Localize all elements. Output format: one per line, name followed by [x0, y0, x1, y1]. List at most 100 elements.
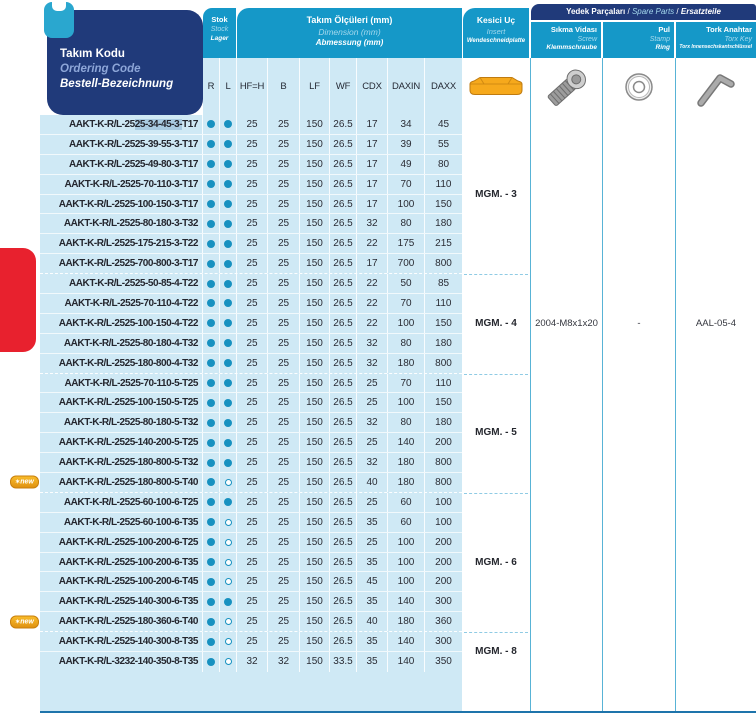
stock-r-indicator [203, 473, 220, 492]
stock-dot-icon [207, 418, 215, 427]
dim-value-cdx: 40 [357, 612, 388, 632]
ordering-code[interactable]: AAKT-K-R/L-2525-39-55-3-T17 [40, 134, 203, 154]
table-row: AAKT-K-R/L-2525-50-85-4-T22 25 25 150 26.5 22… [40, 274, 462, 295]
stock-dot-icon [224, 478, 232, 486]
ordering-code[interactable]: AAKT-K-R/L-2525-60-100-6-T35 [40, 512, 203, 532]
stock-dot-icon [207, 657, 215, 666]
table-row: AAKT-K-R/L-2525-100-150-5-T25 25 25 150 26.5… [40, 393, 462, 414]
stock-l-indicator [220, 373, 237, 393]
ordering-code[interactable]: AAKT-K-R/L-2525-175-215-3-T22 [40, 234, 203, 254]
column-header-daxx: DAXX [430, 81, 457, 92]
stock-dot-icon [207, 597, 215, 606]
ordering-code[interactable]: AAKT-K-R/L-2525-100-200-6-T25 [40, 532, 203, 552]
dim-value-hf=h: 25 [237, 453, 268, 473]
dim-value-b: 25 [268, 492, 300, 512]
dim-value-cdx: 22 [357, 313, 388, 333]
ordering-code[interactable]: AAKT-K-R/L-3232-140-350-8-T35 [40, 652, 203, 672]
stock-l-indicator [220, 234, 237, 254]
ordering-code[interactable]: AAKT-K-R/L-2525-700-800-3-T17 [40, 254, 203, 274]
stock-dot-icon [224, 379, 232, 388]
ordering-code[interactable]: AAKT-K-R/L-2525-180-800-5-T32 [40, 453, 203, 473]
ordering-code[interactable]: AAKT-K-R/L-2525-180-800-4-T32 [40, 353, 203, 373]
stock-l-indicator [220, 552, 237, 572]
dim-value-lf: 150 [300, 154, 330, 174]
ordering-code[interactable]: AAKT-K-R/L-25 25-34-45-3- T17 [40, 115, 203, 134]
stock-r-indicator [203, 274, 220, 294]
ordering-code[interactable]: AAKT-K-R/L-2525-80-180-4-T32 [40, 333, 203, 353]
ordering-code[interactable]: AAKT-K-R/L-2525-140-200-5-T25 [40, 433, 203, 453]
dim-value-hf=h: 25 [237, 572, 268, 592]
ordering-code[interactable]: AAKT-K-R/L-2525-180-800-5-T40 [40, 473, 203, 492]
stock-r-indicator [203, 552, 220, 572]
dimensions-title-tr: Takım Ölçüleri (mm) [306, 15, 393, 25]
ordering-code[interactable]: AAKT-K-R/L-2525-70-110-3-T17 [40, 174, 203, 194]
dim-value-lf: 150 [300, 134, 330, 154]
dim-value-daxin: 100 [388, 532, 425, 552]
ordering-code[interactable]: AAKT-K-R/L-2525-180-360-6-T40 [40, 612, 203, 632]
ordering-code[interactable]: AAKT-K-R/L-2525-49-80-3-T17 [40, 154, 203, 174]
dim-value-b: 25 [268, 194, 300, 214]
dim-value-b: 25 [268, 214, 300, 234]
table-row: AAKT-K-R/L-2525-80-180-5-T32 25 25 150 26.5 3… [40, 413, 462, 434]
stock-dot-icon [224, 180, 232, 189]
dim-value-b: 25 [268, 154, 300, 174]
table-row: AAKT-K-R/L-2525-700-800-3-T17 25 25 150 26.5… [40, 254, 462, 275]
dim-value-b: 25 [268, 115, 300, 134]
dimensions-title-de: Abmessung (mm) [315, 37, 384, 47]
ordering-code[interactable]: AAKT-K-R/L-2525-100-200-6-T45 [40, 572, 203, 592]
dim-value-hf=h: 25 [237, 194, 268, 214]
ordering-code[interactable]: AAKT-K-R/L-2525-80-180-5-T32 [40, 413, 203, 433]
dim-value-b: 25 [268, 174, 300, 194]
stock-r-indicator [203, 134, 220, 154]
ordering-code[interactable]: AAKT-K-R/L-2525-100-150-5-T25 [40, 393, 203, 413]
dim-value-wf: 26.5 [330, 632, 357, 652]
dim-value-wf: 26.5 [330, 353, 357, 373]
dim-value-b: 25 [268, 134, 300, 154]
dim-value-lf: 150 [300, 353, 330, 373]
ordering-code[interactable]: AAKT-K-R/L-2525-140-300-6-T35 [40, 592, 203, 612]
dim-value-b: 25 [268, 294, 300, 313]
insert-reference: MGM. - 8 [475, 646, 517, 658]
dim-value-lf: 150 [300, 234, 330, 254]
dim-value-b: 32 [268, 652, 300, 672]
dim-value-lf: 150 [300, 532, 330, 552]
dim-value-daxin: 140 [388, 433, 425, 453]
new-badge: ✶new [10, 475, 39, 489]
dim-value-lf: 150 [300, 214, 330, 234]
spare-parts-title-en: Spare Parts [631, 7, 675, 16]
stock-dot-icon [207, 458, 215, 467]
dim-value-cdx: 22 [357, 294, 388, 313]
stock-r-indicator [203, 234, 220, 254]
stock-l-indicator [220, 134, 237, 154]
ordering-code[interactable]: AAKT-K-R/L-2525-100-150-4-T22 [40, 313, 203, 333]
ordering-code[interactable]: AAKT-K-R/L-2525-100-150-3-T17 [40, 194, 203, 214]
dim-value-cdx: 17 [357, 194, 388, 214]
ordering-code[interactable]: AAKT-K-R/L-2525-80-180-3-T32 [40, 214, 203, 234]
stock-r-indicator [203, 592, 220, 612]
ordering-code-title-tr: Takım Kodu [60, 48, 125, 60]
stock-l-indicator [220, 473, 237, 492]
table-row: AAKT-K-R/L-2525-100-200-6-T35 25 25 150 26.5… [40, 552, 462, 573]
ordering-code[interactable]: AAKT-K-R/L-2525-50-85-4-T22 [40, 274, 203, 294]
dim-value-wf: 26.5 [330, 552, 357, 572]
dim-value-lf: 150 [300, 612, 330, 632]
screw-reference: 2004-M8x1x20 [535, 317, 598, 329]
stock-dot-icon [207, 120, 215, 129]
dim-value-b: 25 [268, 612, 300, 632]
ordering-code[interactable]: AAKT-K-R/L-2525-70-110-5-T25 [40, 373, 203, 393]
dim-value-daxin: 70 [388, 373, 425, 393]
dim-value-daxx: 85 [437, 278, 450, 290]
stock-dot-icon [207, 180, 215, 189]
dim-value-lf: 150 [300, 632, 330, 652]
dim-value-lf: 150 [300, 512, 330, 532]
ordering-code[interactable]: AAKT-K-R/L-2525-100-200-6-T35 [40, 552, 203, 572]
screw-title-tr: Sıkma Vidası [550, 25, 597, 34]
dim-value-wf: 26.5 [330, 492, 357, 512]
stock-dot-icon [224, 438, 232, 447]
ordering-code[interactable]: AAKT-K-R/L-2525-70-110-4-T22 [40, 294, 203, 313]
ordering-code[interactable]: AAKT-K-R/L-2525-140-300-8-T35 [40, 632, 203, 652]
column-header-b: B [268, 58, 300, 115]
table-row: AAKT-K-R/L-3232-140-350-8-T35 32 32 150 33.5… [40, 652, 462, 672]
dim-value-wf: 26.5 [330, 294, 357, 313]
ordering-code[interactable]: AAKT-K-R/L-2525-60-100-6-T25 [40, 492, 203, 512]
